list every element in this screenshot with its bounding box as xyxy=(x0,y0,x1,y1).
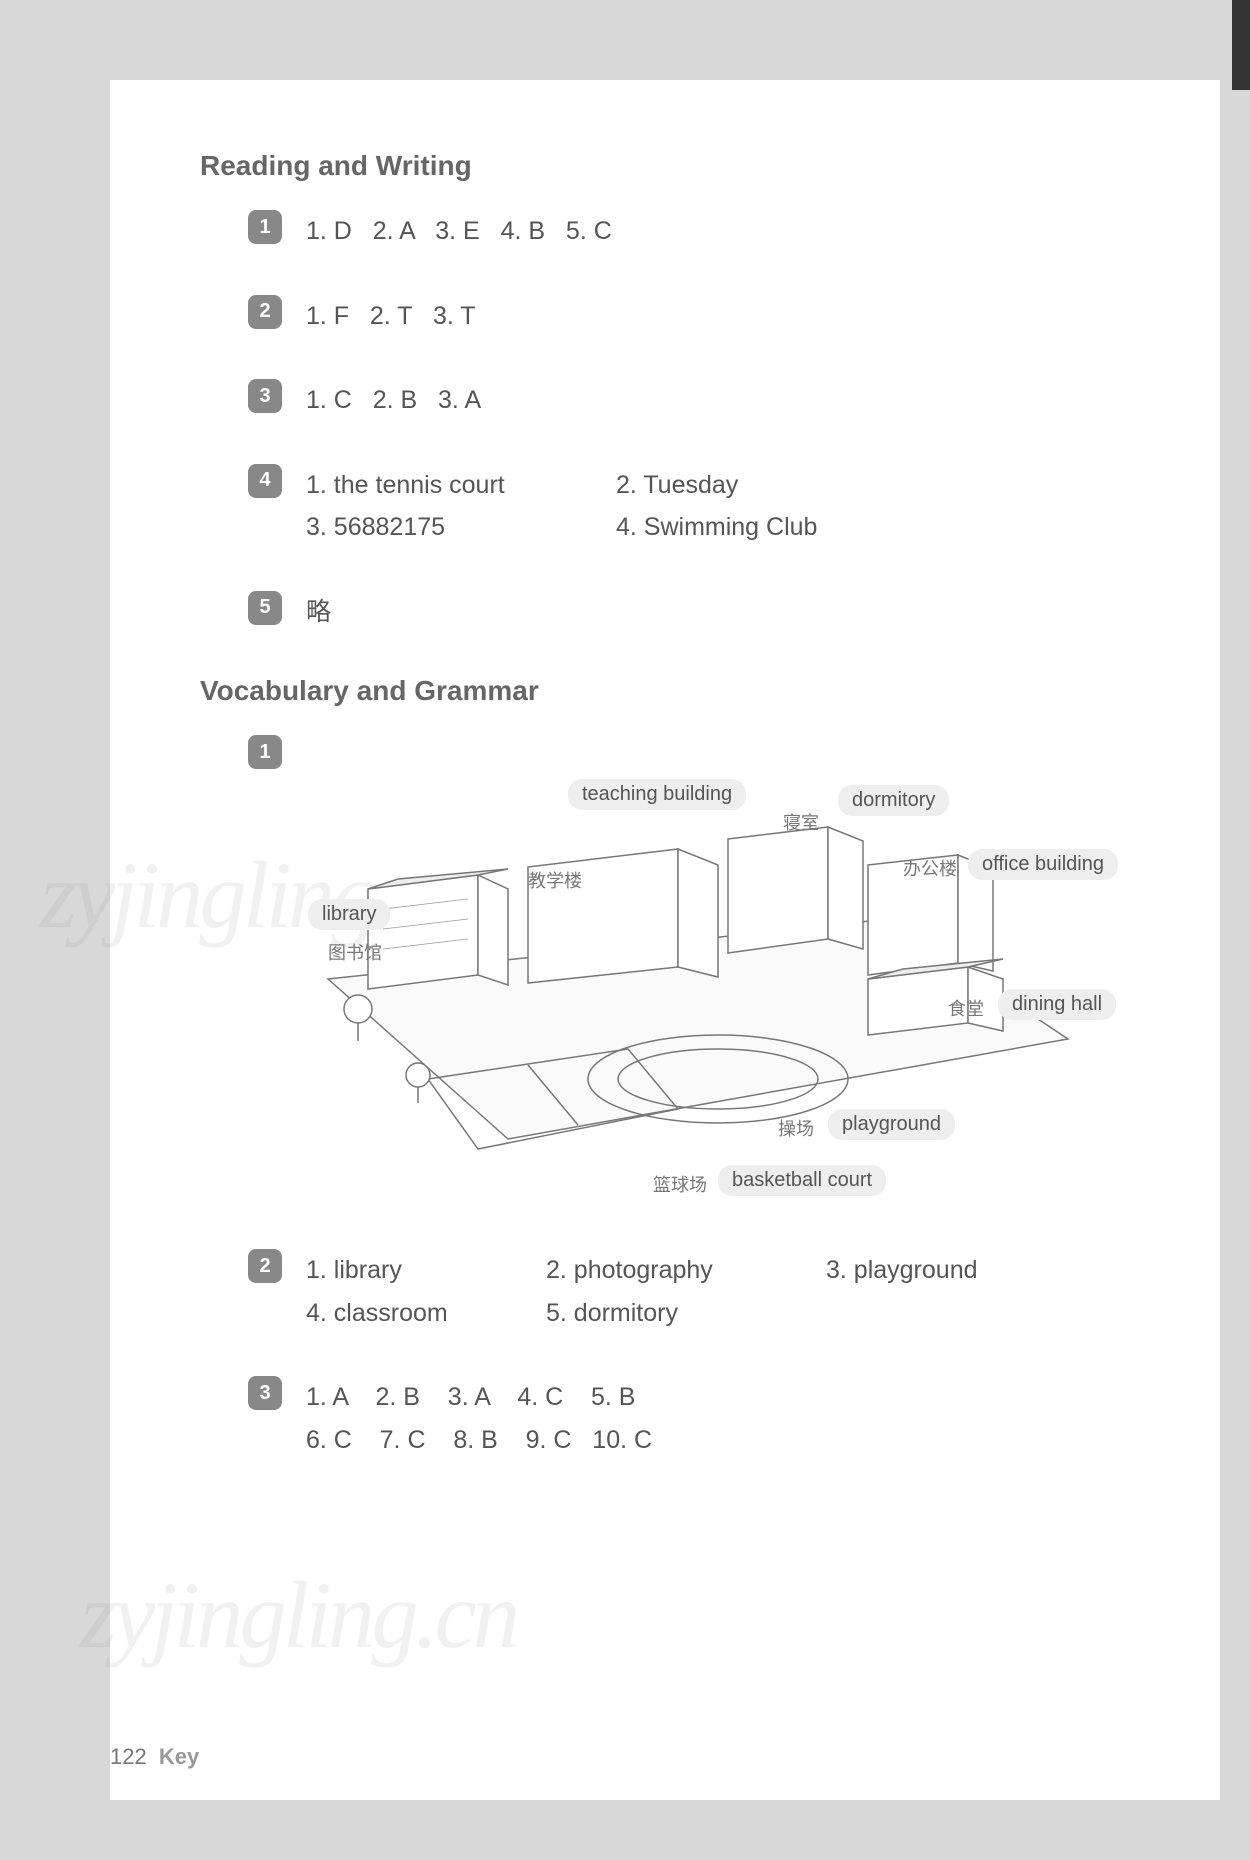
answer-item: 2. photography xyxy=(546,1249,806,1292)
answer-item: 5. dormitory xyxy=(546,1292,806,1335)
diagram-label-en: dormitory xyxy=(838,785,949,816)
answer-item: 2. T xyxy=(370,302,412,330)
vg-question-1: 1 xyxy=(248,735,1160,1209)
diagram-label-cn: 图书馆 xyxy=(328,939,382,965)
rw-q2-answers: 1. F 2. T 3. T xyxy=(306,295,476,338)
answer-item: 3. 56882175 xyxy=(306,506,596,549)
page: zyjingling.cn zyjingling.cn Reading and … xyxy=(110,80,1220,1800)
rw-question-5: 5 略 xyxy=(248,591,1160,634)
rw-question-4: 4 1. the tennis court 2. Tuesday 3. 5688… xyxy=(248,464,1160,549)
answer-item: 4. C xyxy=(517,1383,563,1411)
answer-item: 1. A xyxy=(306,1383,348,1411)
vg-q2-answers: 1. library 2. photography 3. playground … xyxy=(306,1249,1026,1334)
answer-item: 5. B xyxy=(591,1383,635,1411)
answer-row: 1. A 2. B 3. A 4. C 5. B xyxy=(306,1376,652,1419)
rw-question-2: 2 1. F 2. T 3. T xyxy=(248,295,1160,338)
answer-item: 8. B xyxy=(453,1426,497,1454)
answer-item: 1. the tennis court xyxy=(306,464,596,507)
answer-row: 4. classroom 5. dormitory xyxy=(306,1292,1026,1335)
answer-item: 1. library xyxy=(306,1249,526,1292)
answer-item: 3. playground xyxy=(826,1249,1026,1292)
answer-item: 2. Tuesday xyxy=(616,464,936,507)
answer-item: 3. A xyxy=(438,386,481,414)
diagram-label-cn: 操场 xyxy=(778,1115,814,1141)
question-number-badge: 5 xyxy=(248,591,282,625)
page-footer: 122 Key xyxy=(110,1744,199,1770)
answer-item: 4. Swimming Club xyxy=(616,506,936,549)
answer-item: 3. E xyxy=(435,217,479,245)
answer-row: 1. the tennis court 2. Tuesday xyxy=(306,464,936,507)
vg-question-3: 3 1. A 2. B 3. A 4. C 5. B 6. C 7. C 8. … xyxy=(248,1376,1160,1461)
answer-item: 略 xyxy=(306,598,331,626)
answer-item: 1. F xyxy=(306,302,349,330)
rw-q3-answers: 1. C 2. B 3. A xyxy=(306,379,481,422)
answer-row: 3. 56882175 4. Swimming Club xyxy=(306,506,936,549)
section-title-vocab-grammar: Vocabulary and Grammar xyxy=(200,675,1160,707)
rw-q1-answers: 1. D 2. A 3. E 4. B 5. C xyxy=(306,210,612,253)
question-number-badge: 4 xyxy=(248,464,282,498)
answer-row: 1. F 2. T 3. T xyxy=(306,302,476,330)
diagram-label-cn: 办公楼 xyxy=(903,855,957,881)
vg-question-2: 2 1. library 2. photography 3. playgroun… xyxy=(248,1249,1160,1334)
question-number-badge: 1 xyxy=(248,735,282,769)
answer-item: 5. C xyxy=(566,217,612,245)
diagram-label-en: library xyxy=(308,899,390,930)
page-label-key: Key xyxy=(159,1744,199,1769)
diagram-label-en: playground xyxy=(828,1109,955,1140)
answer-row: 1. D 2. A 3. E 4. B 5. C xyxy=(306,217,612,245)
answer-row: 6. C 7. C 8. B 9. C 10. C xyxy=(306,1419,652,1462)
campus-diagram: teaching building 教学楼 dormitory 寝室 office bu… xyxy=(248,779,1148,1209)
diagram-label-en: office building xyxy=(968,849,1118,880)
answer-item: 1. D xyxy=(306,217,352,245)
question-number-badge: 2 xyxy=(248,295,282,329)
section-title-reading-writing: Reading and Writing xyxy=(200,150,1160,182)
answer-row: 1. C 2. B 3. A xyxy=(306,386,481,414)
answer-item: 2. B xyxy=(376,1383,420,1411)
question-number-badge: 3 xyxy=(248,379,282,413)
rw-question-1: 1 1. D 2. A 3. E 4. B 5. C xyxy=(248,210,1160,253)
diagram-label-en: teaching building xyxy=(568,779,746,810)
diagram-label-en: dining hall xyxy=(998,989,1116,1020)
rw-q5-answers: 略 xyxy=(306,591,331,634)
answer-item: 10. C xyxy=(592,1426,652,1454)
diagram-label-cn: 寝室 xyxy=(783,809,819,835)
answer-item: 3. A xyxy=(448,1383,490,1411)
answer-item: 6. C xyxy=(306,1426,352,1454)
answer-item: 7. C xyxy=(380,1426,426,1454)
answer-item: 4. classroom xyxy=(306,1292,526,1335)
answer-item: 3. T xyxy=(433,302,476,330)
diagram-label-en: basketball court xyxy=(718,1165,886,1196)
diagram-label-cn: 篮球场 xyxy=(653,1171,707,1197)
rw-question-3: 3 1. C 2. B 3. A xyxy=(248,379,1160,422)
question-number-badge: 3 xyxy=(248,1376,282,1410)
question-number-badge: 1 xyxy=(248,210,282,244)
answer-item: 2. A xyxy=(373,217,415,245)
answer-row: 1. library 2. photography 3. playground xyxy=(306,1249,1026,1292)
answer-item: 1. C xyxy=(306,386,352,414)
scan-edge-artifact xyxy=(1232,0,1250,90)
rw-q4-answers: 1. the tennis court 2. Tuesday 3. 568821… xyxy=(306,464,936,549)
vg-q3-answers: 1. A 2. B 3. A 4. C 5. B 6. C 7. C 8. B … xyxy=(306,1376,652,1461)
page-number: 122 xyxy=(110,1744,147,1769)
diagram-label-cn: 教学楼 xyxy=(528,867,582,893)
diagram-label-cn: 食堂 xyxy=(948,995,984,1021)
answer-item: 4. B xyxy=(501,217,545,245)
answer-item: 2. B xyxy=(373,386,417,414)
question-number-badge: 2 xyxy=(248,1249,282,1283)
watermark-bottom: zyjingling.cn xyxy=(80,1560,516,1670)
answer-item: 9. C xyxy=(526,1426,572,1454)
answer-item xyxy=(826,1292,1026,1335)
